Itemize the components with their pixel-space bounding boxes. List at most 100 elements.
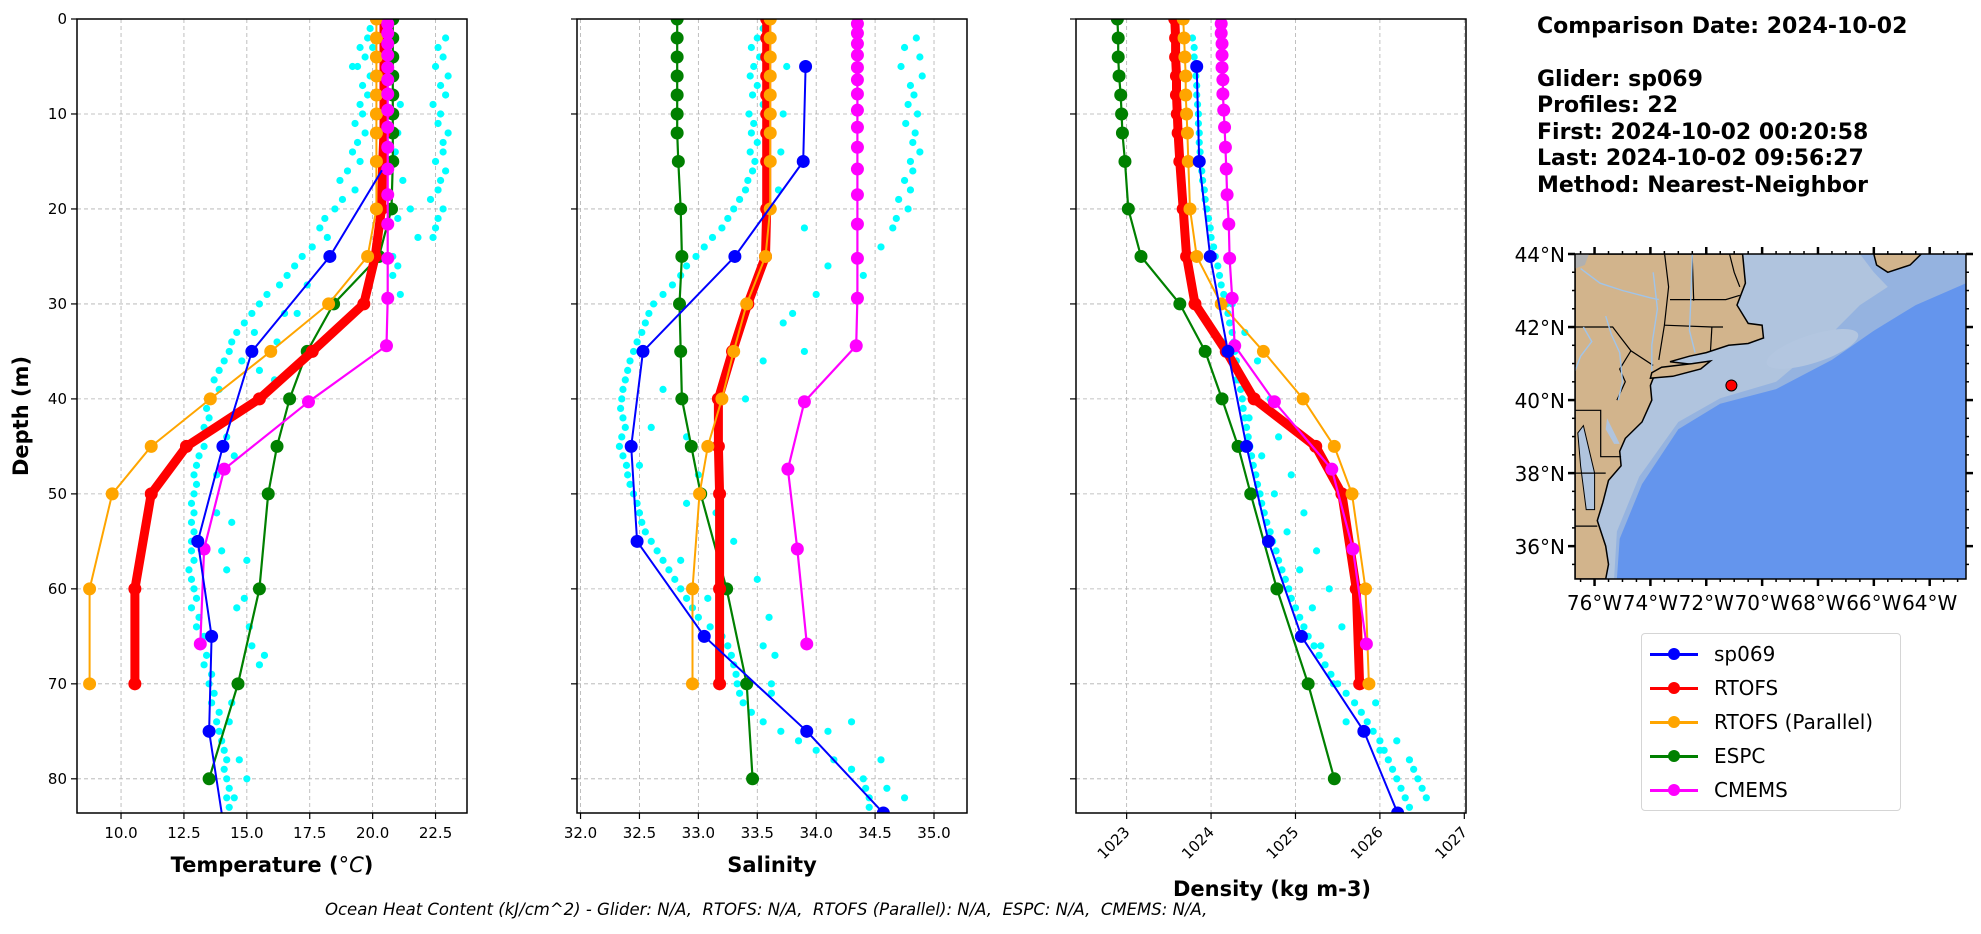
glider-scatter-point — [1207, 233, 1215, 242]
glider-scatter-point — [682, 499, 691, 507]
series-marker-espc — [270, 439, 284, 453]
series-marker-rtofs — [1353, 677, 1367, 691]
glider-scatter-point — [192, 461, 201, 469]
glider-scatter-point — [624, 366, 632, 375]
series-marker-espc — [1121, 202, 1135, 216]
glider-scatter-point — [753, 575, 761, 583]
series-marker-cmems — [850, 37, 864, 51]
glider-scatter-point — [622, 461, 631, 469]
glider-scatter-point — [619, 452, 627, 460]
glider-scatter-point — [431, 224, 440, 232]
glider-scatter-point — [1312, 547, 1321, 555]
x-tick-label: 12.5 — [167, 824, 200, 842]
glider-scatter-point — [331, 205, 339, 213]
glider-scatter-point — [1206, 224, 1214, 232]
glider-scatter-point — [1253, 357, 1262, 365]
map-body — [1575, 254, 1966, 579]
glider-scatter-point — [718, 224, 726, 232]
glider-scatter-point — [442, 34, 450, 42]
map-frame — [1574, 253, 1967, 580]
density-panel: 1023 1024 1025 1026 1027 — [1070, 18, 1471, 863]
glider-scatter-point — [741, 186, 750, 194]
map-lon-label: 64°W — [1902, 591, 1957, 615]
glider-scatter-point — [751, 157, 759, 166]
legend-label: RTOFS (Parallel) — [1714, 710, 1874, 734]
glider-scatter-point — [877, 756, 885, 764]
axes-frame — [76, 18, 468, 814]
glider-scatter-point — [220, 746, 228, 754]
map-lon-label: 66°W — [1846, 591, 1901, 615]
glider-scatter-point — [1296, 613, 1304, 621]
glider-scatter-point — [185, 566, 193, 574]
glider-scatter-point — [202, 651, 211, 659]
series-marker-sp069 — [205, 629, 219, 643]
glider-scatter-point — [1414, 775, 1422, 783]
series-marker-cmems — [1215, 37, 1229, 51]
glider-scatter-point — [243, 556, 251, 564]
series-marker-cmems — [1219, 162, 1233, 176]
glider-scatter-point — [190, 509, 198, 517]
series-marker-rtofs — [179, 439, 193, 453]
glider-scatter-point — [1384, 756, 1392, 764]
glider-scatter-point — [233, 328, 241, 337]
glider-scatter-point — [659, 385, 667, 394]
glider-scatter-point — [215, 727, 223, 735]
y-tick-label: 40 — [48, 390, 67, 408]
glider-scatter-point — [727, 651, 735, 659]
glider-scatter-point — [190, 585, 198, 593]
glider-location-marker — [1725, 379, 1738, 392]
glider-scatter-point — [202, 404, 211, 413]
glider-scatter-point — [1214, 262, 1222, 270]
glider-scatter-point — [638, 328, 646, 337]
series-marker-cmems — [1359, 637, 1373, 651]
glider-scatter-point — [1388, 765, 1397, 773]
series-marker-sp069 — [1261, 534, 1275, 548]
glider-scatter-point — [865, 803, 873, 811]
glider-scatter-point — [859, 775, 867, 783]
glider-scatter-point — [771, 651, 779, 659]
glider-scatter-point — [895, 195, 903, 204]
glider-scatter-point — [1192, 72, 1200, 80]
glider-scatter-point — [700, 243, 708, 251]
land-us-east-coast — [1575, 254, 1765, 579]
glider-scatter-point — [624, 471, 632, 479]
glider-scatter-point — [746, 72, 754, 80]
glider-scatter-point — [730, 537, 738, 545]
series-marker-rtofs — [1169, 88, 1183, 102]
glider-scatter-point — [225, 803, 233, 811]
glider-scatter-point — [338, 195, 347, 204]
series-marker-rtofs-parallel- — [264, 344, 278, 358]
series-marker-espc — [670, 31, 684, 45]
series-marker-espc — [671, 154, 685, 168]
series-marker-rtofs — [128, 582, 142, 596]
y-tick-label: 80 — [48, 770, 67, 788]
series-marker-rtofs-parallel- — [715, 392, 729, 406]
glider-scatter-point — [343, 167, 352, 175]
glider-scatter-point — [638, 518, 646, 526]
first-profile-time: First: 2024-10-02 00:20:58 — [1537, 119, 1869, 145]
glider-scatter-point — [255, 300, 264, 308]
glider-scatter-point — [389, 271, 397, 280]
glider-scatter-point — [750, 119, 758, 128]
series-marker-cmems — [381, 103, 395, 117]
glider-scatter-point — [741, 395, 750, 403]
series-marker-rtofs-parallel- — [144, 439, 158, 453]
glider-scatter-point — [406, 205, 414, 213]
map-lat-label: 38°N — [1515, 462, 1565, 486]
density-axis-label: Density (kg m-3) — [1173, 877, 1371, 901]
series-marker-rtofs — [1170, 107, 1184, 121]
glider-scatter-point — [321, 214, 329, 223]
glider-scatter-point — [298, 252, 306, 261]
plot-area — [1110, 19, 1430, 813]
glider-scatter-point — [730, 205, 738, 213]
glider-scatter-point — [739, 699, 747, 707]
salinity-panel: 32.0 32.5 33.0 33.5 34.0 34.5 35.0 — [564, 18, 968, 842]
glider-scatter-point — [1376, 737, 1384, 745]
glider-scatter-point — [694, 613, 702, 621]
glider-scatter-point — [1287, 471, 1295, 479]
glider-scatter-point — [800, 347, 809, 356]
glider-scatter-point — [431, 62, 440, 71]
glider-scatter-point — [1357, 708, 1365, 716]
glider-scatter-point — [668, 281, 677, 289]
series-marker-espc — [1327, 772, 1341, 786]
